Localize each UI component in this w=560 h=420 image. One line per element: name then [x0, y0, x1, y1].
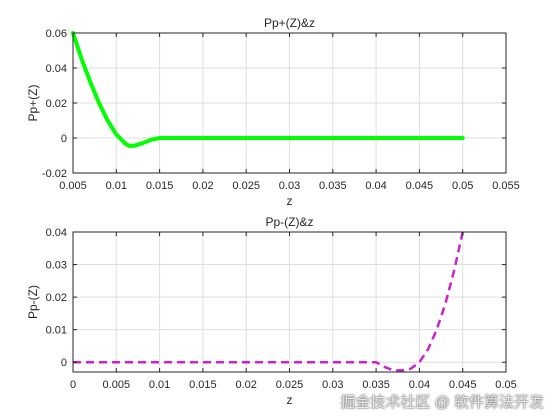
x-tick-label: 0.055 [492, 180, 520, 192]
watermark: 掘金技术社区 @ 软件算法开发 [340, 394, 544, 411]
y-tick-label: 0.02 [46, 98, 67, 110]
x-tick-label: 0.025 [276, 379, 304, 391]
x-tick-label: 0.045 [449, 379, 477, 391]
y-tick-label: 0.04 [46, 63, 67, 75]
x-tick-label: 0.005 [103, 379, 131, 391]
x-tick-label: 0.05 [495, 379, 516, 391]
y-tick-label: 0 [61, 357, 67, 369]
x-tick-label: 0.025 [232, 180, 260, 192]
x-tick-label: 0.035 [362, 379, 390, 391]
x-tick-label: 0.015 [146, 180, 174, 192]
x-tick-label: 0.01 [149, 379, 170, 391]
x-tick-label: 0.045 [406, 180, 434, 192]
chart-pp-plus: 0.005 0.01 0.015 0.02 0.025 0.03 0.035 0.04 0.04… [26, 16, 520, 208]
x-tick-label: 0.015 [189, 379, 217, 391]
x-tick-label: 0.035 [319, 180, 347, 192]
x-tick-label: 0.04 [409, 379, 430, 391]
x-tick-label: 0.02 [192, 180, 213, 192]
x-tick-label: 0 [70, 379, 76, 391]
y-tick-label: 0.06 [46, 28, 67, 40]
x-tick-label: 0.02 [235, 379, 256, 391]
x-tick-label: 0.03 [322, 379, 343, 391]
series-line [73, 231, 464, 372]
series-line [71, 31, 465, 148]
y-tick-label: 0.03 [46, 260, 67, 272]
x-tick-label: 0.005 [59, 180, 87, 192]
x-axis-label: z [287, 194, 293, 208]
y-axis-label: Pp+(Z) [26, 84, 40, 121]
x-tick-label: 0.01 [106, 180, 127, 192]
y-tick-label: 0.04 [46, 227, 67, 239]
y-axis-label: Pp-(Z) [26, 285, 40, 319]
y-tick-label: -0.02 [42, 168, 67, 180]
chart-title: Pp+(Z)&z [264, 16, 315, 30]
x-axis-label: z [287, 393, 293, 407]
chart-title: Pp-(Z)&z [266, 215, 314, 229]
x-tick-label: 0.04 [365, 180, 386, 192]
y-tick-label: 0.02 [46, 292, 67, 304]
y-tick-label: 0.01 [46, 325, 67, 337]
x-tick-label: 0.05 [452, 180, 473, 192]
y-tick-label: 0 [61, 133, 67, 145]
x-tick-label: 0.03 [279, 180, 300, 192]
chart-pp-minus: 0 0.005 0.01 0.015 0.02 0.025 0.03 0.035 0.04 0.0… [26, 215, 517, 407]
